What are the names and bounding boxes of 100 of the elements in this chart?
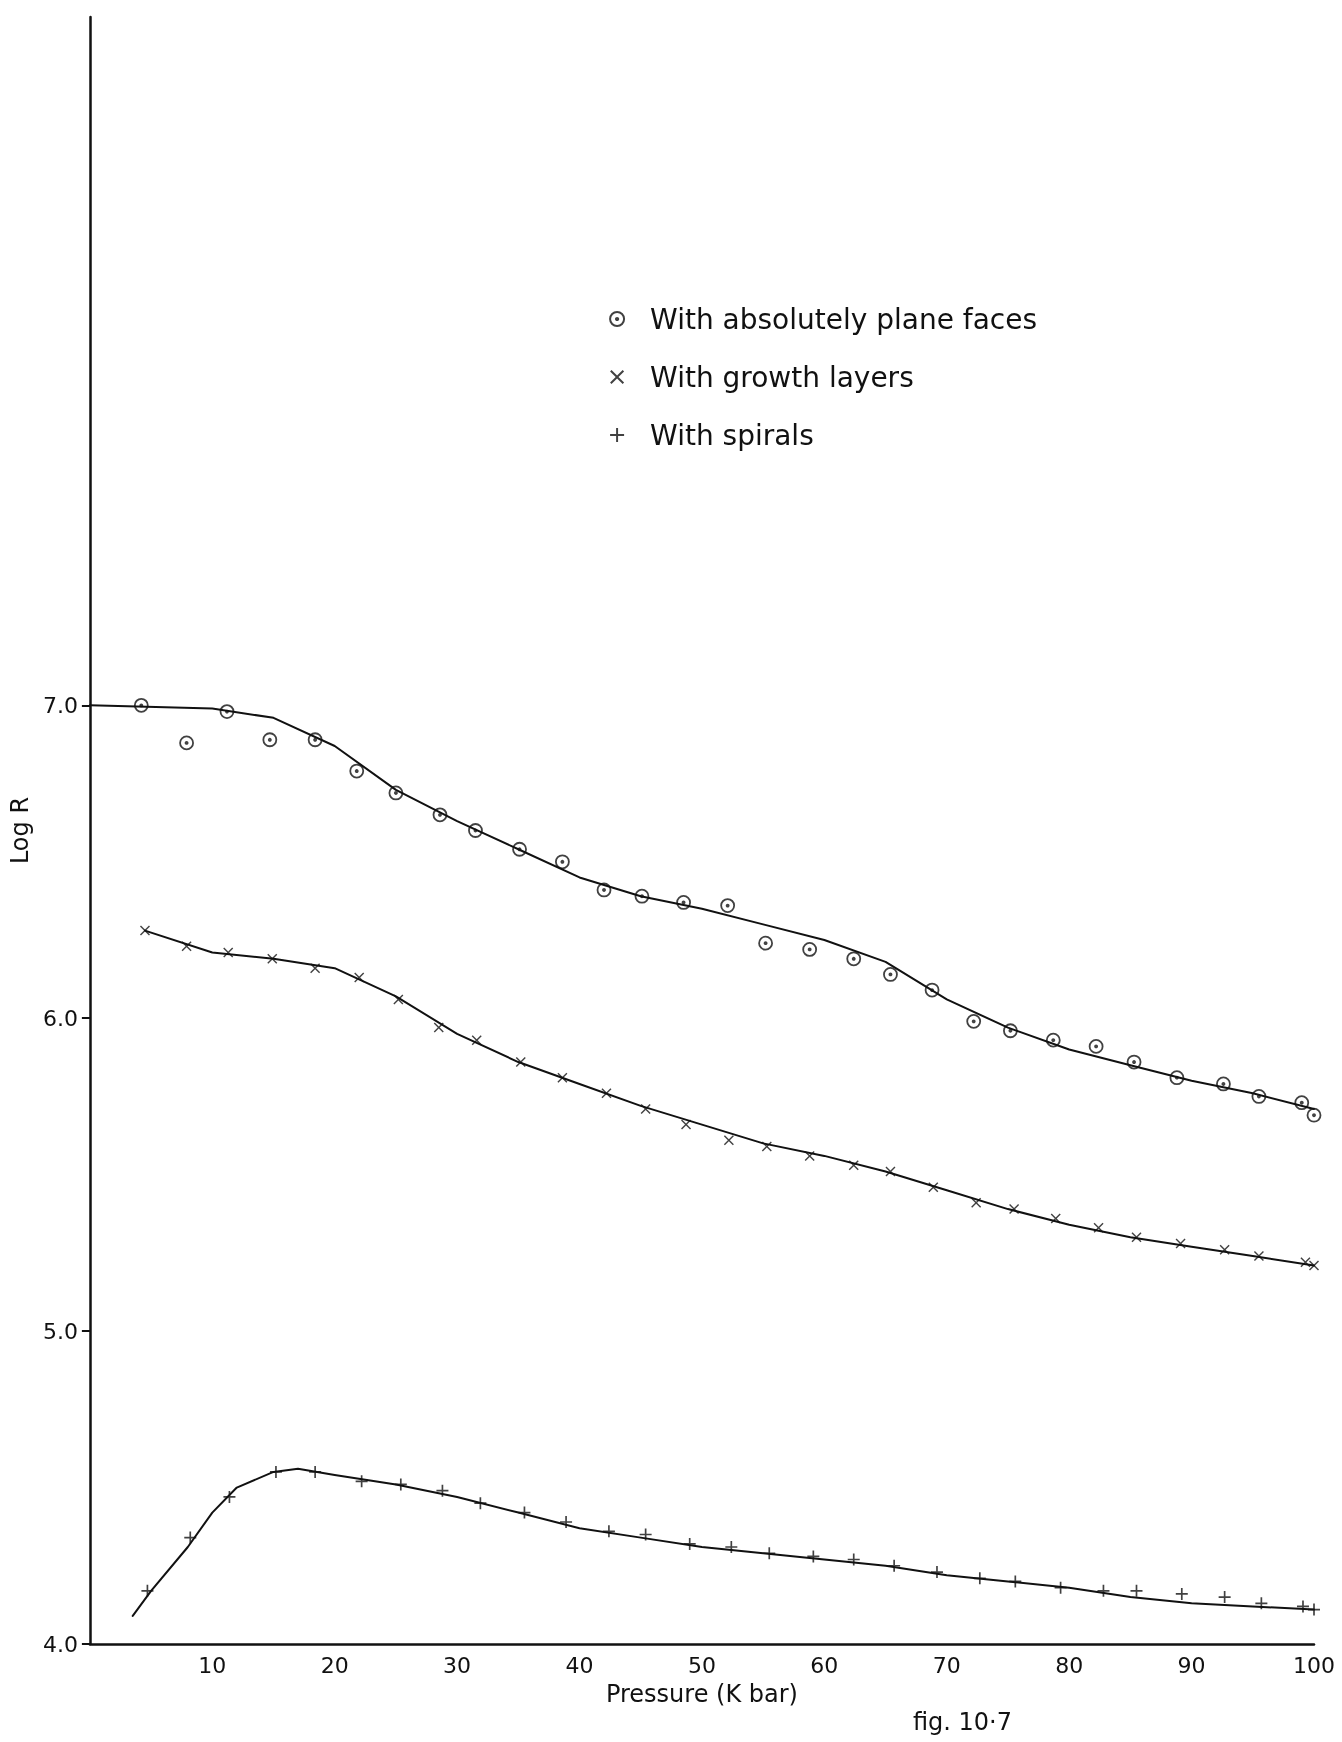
point [515, 1057, 526, 1068]
point [1054, 1581, 1067, 1594]
x-tick-label: 80 [1055, 1652, 1084, 1678]
point [1097, 1584, 1110, 1597]
point [1309, 1260, 1319, 1271]
point [355, 1475, 368, 1488]
x-tick-label: 60 [810, 1652, 839, 1678]
point [219, 704, 235, 719]
caption: fig. 10·7 [912, 1708, 1012, 1736]
point [761, 1141, 772, 1152]
x-tick-label: 90 [1177, 1652, 1206, 1678]
point [262, 732, 278, 748]
point [388, 785, 404, 801]
point [1003, 1023, 1018, 1039]
point [885, 1166, 896, 1177]
point [683, 1537, 696, 1550]
point [720, 898, 736, 913]
point [1253, 1251, 1264, 1262]
y-axis-title: Log R [6, 796, 34, 865]
point [393, 994, 404, 1005]
point [723, 1135, 734, 1146]
point [436, 1484, 449, 1497]
point [846, 951, 862, 967]
point [1175, 1238, 1186, 1249]
point [1009, 1204, 1020, 1215]
point [223, 947, 234, 958]
point [141, 1584, 154, 1597]
point [1306, 1107, 1322, 1123]
point [1216, 1076, 1231, 1092]
point [1255, 1597, 1268, 1610]
point [1308, 1603, 1320, 1616]
point [1296, 1600, 1309, 1613]
point [1009, 1575, 1022, 1588]
point [557, 1072, 568, 1083]
point [928, 1182, 939, 1193]
point [973, 1572, 986, 1585]
x-tick-label: 30 [443, 1652, 472, 1678]
point [471, 1035, 482, 1046]
point [307, 732, 323, 748]
x-tick-label: 100 [1293, 1652, 1335, 1678]
point [468, 823, 483, 838]
point [310, 963, 321, 974]
point [512, 841, 527, 857]
x-tick-label: 70 [932, 1652, 961, 1678]
point [1126, 1054, 1142, 1070]
x-tick-label: 20 [320, 1652, 349, 1678]
point [640, 1103, 651, 1114]
point [883, 967, 898, 982]
point [1093, 1222, 1104, 1233]
x-tick-label: 10 [198, 1652, 227, 1678]
point [1050, 1213, 1061, 1224]
point [725, 1541, 738, 1554]
x-tick-label: 50 [687, 1652, 716, 1678]
point [763, 1547, 776, 1560]
point [1088, 1039, 1104, 1054]
point [184, 1531, 197, 1544]
point [1251, 1089, 1267, 1104]
point [309, 1465, 322, 1478]
point [179, 735, 194, 751]
point [139, 925, 150, 936]
point [1294, 1095, 1310, 1111]
legend-label: With growth layers [650, 360, 914, 394]
point [601, 1088, 612, 1099]
point [807, 1550, 820, 1563]
point [1218, 1591, 1231, 1604]
y-tick-label: 5.0 [42, 1318, 78, 1344]
point [930, 1566, 943, 1579]
point [432, 807, 448, 823]
point [602, 1525, 615, 1538]
point [1130, 1584, 1143, 1597]
point [634, 888, 650, 904]
point [267, 953, 278, 964]
point [554, 854, 570, 870]
legend-label: With spirals [650, 418, 814, 452]
y-tick-label: 7.0 [42, 692, 78, 718]
point [223, 1490, 236, 1503]
y-tick-label: 6.0 [42, 1005, 78, 1031]
x-tick-label: 40 [565, 1652, 594, 1678]
point [681, 1119, 692, 1130]
point [1175, 1587, 1188, 1600]
point [560, 1515, 573, 1528]
point [474, 1497, 487, 1510]
point [269, 1465, 282, 1478]
point [133, 697, 149, 713]
point [1045, 1032, 1061, 1048]
point [1131, 1232, 1142, 1243]
point [394, 1478, 407, 1491]
point [924, 982, 940, 998]
point [888, 1559, 901, 1572]
point [804, 1150, 815, 1161]
point [596, 882, 612, 898]
y-tick-label: 4.0 [42, 1631, 78, 1657]
point [349, 763, 365, 779]
point [971, 1197, 982, 1208]
point [802, 942, 818, 957]
x-axis-title: Pressure (K bar) [605, 1680, 798, 1708]
point [758, 935, 773, 951]
point [1219, 1244, 1230, 1255]
point [676, 895, 691, 910]
point [848, 1160, 859, 1171]
